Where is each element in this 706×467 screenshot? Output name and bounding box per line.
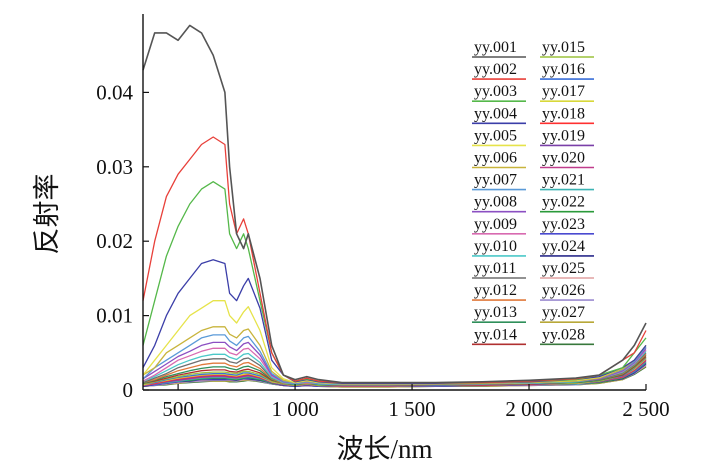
legend-label-yy.026: yy.026 [542,282,585,299]
x-tick-label: 2 000 [505,397,552,421]
legend-label-yy.025: yy.025 [542,260,585,277]
series-line-yy.010 [142,350,647,386]
legend-label-yy.018: yy.018 [542,105,585,122]
legend: yy.001 yy.002 yy.003 yy.004 yy.005 yy.006 yy.0… [472,39,594,346]
y-tick-label: 0.04 [96,80,133,104]
series-line-yy.001 [142,24,647,384]
legend-label-yy.013: yy.013 [474,304,517,321]
legend-label-yy.010: yy.010 [474,238,517,255]
x-ticks: 500 1 000 1 500 2 000 2 500 [162,384,670,421]
series-layer [142,24,647,388]
y-tick-label: 0.03 [96,155,133,179]
legend-label-yy.006: yy.006 [474,150,517,167]
x-tick-label: 500 [162,397,194,421]
legend-label-yy.015: yy.015 [542,39,585,56]
legend-label-yy.002: yy.002 [474,61,517,78]
x-axis-title: 波长/nm [336,434,432,464]
legend-label-yy.020: yy.020 [542,150,585,167]
legend-label-yy.019: yy.019 [542,127,585,144]
x-tick-label: 1 500 [388,397,435,421]
legend-label-yy.004: yy.004 [474,105,517,122]
legend-label-yy.009: yy.009 [474,216,517,233]
y-tick-label: 0.01 [96,304,133,328]
legend-label-yy.003: yy.003 [474,83,517,100]
legend-label-yy.007: yy.007 [474,172,517,189]
legend-label-yy.001: yy.001 [474,39,517,56]
legend-label-yy.008: yy.008 [474,194,517,211]
y-axis-title: 反射率 [32,174,62,255]
legend-label-yy.022: yy.022 [542,194,585,211]
series-line-yy.006 [142,326,647,385]
legend-label-yy.012: yy.012 [474,282,517,299]
x-tick-label: 2 500 [622,397,669,421]
y-ticks: 0 0.01 0.02 0.03 0.04 [96,80,149,402]
y-tick-label: 0 [123,378,134,402]
legend-label-yy.028: yy.028 [542,326,585,343]
x-tick-label: 1 000 [271,397,318,421]
legend-label-yy.017: yy.017 [542,83,585,100]
legend-label-yy.021: yy.021 [542,172,585,189]
y-tick-label: 0.02 [96,229,133,253]
legend-label-yy.023: yy.023 [542,216,585,233]
legend-label-yy.014: yy.014 [474,326,517,343]
axes [142,14,646,391]
legend-label-yy.016: yy.016 [542,61,585,78]
legend-label-yy.005: yy.005 [474,127,517,144]
legend-label-yy.027: yy.027 [542,304,585,321]
legend-label-yy.011: yy.011 [474,260,516,277]
legend-label-yy.024: yy.024 [542,238,585,255]
